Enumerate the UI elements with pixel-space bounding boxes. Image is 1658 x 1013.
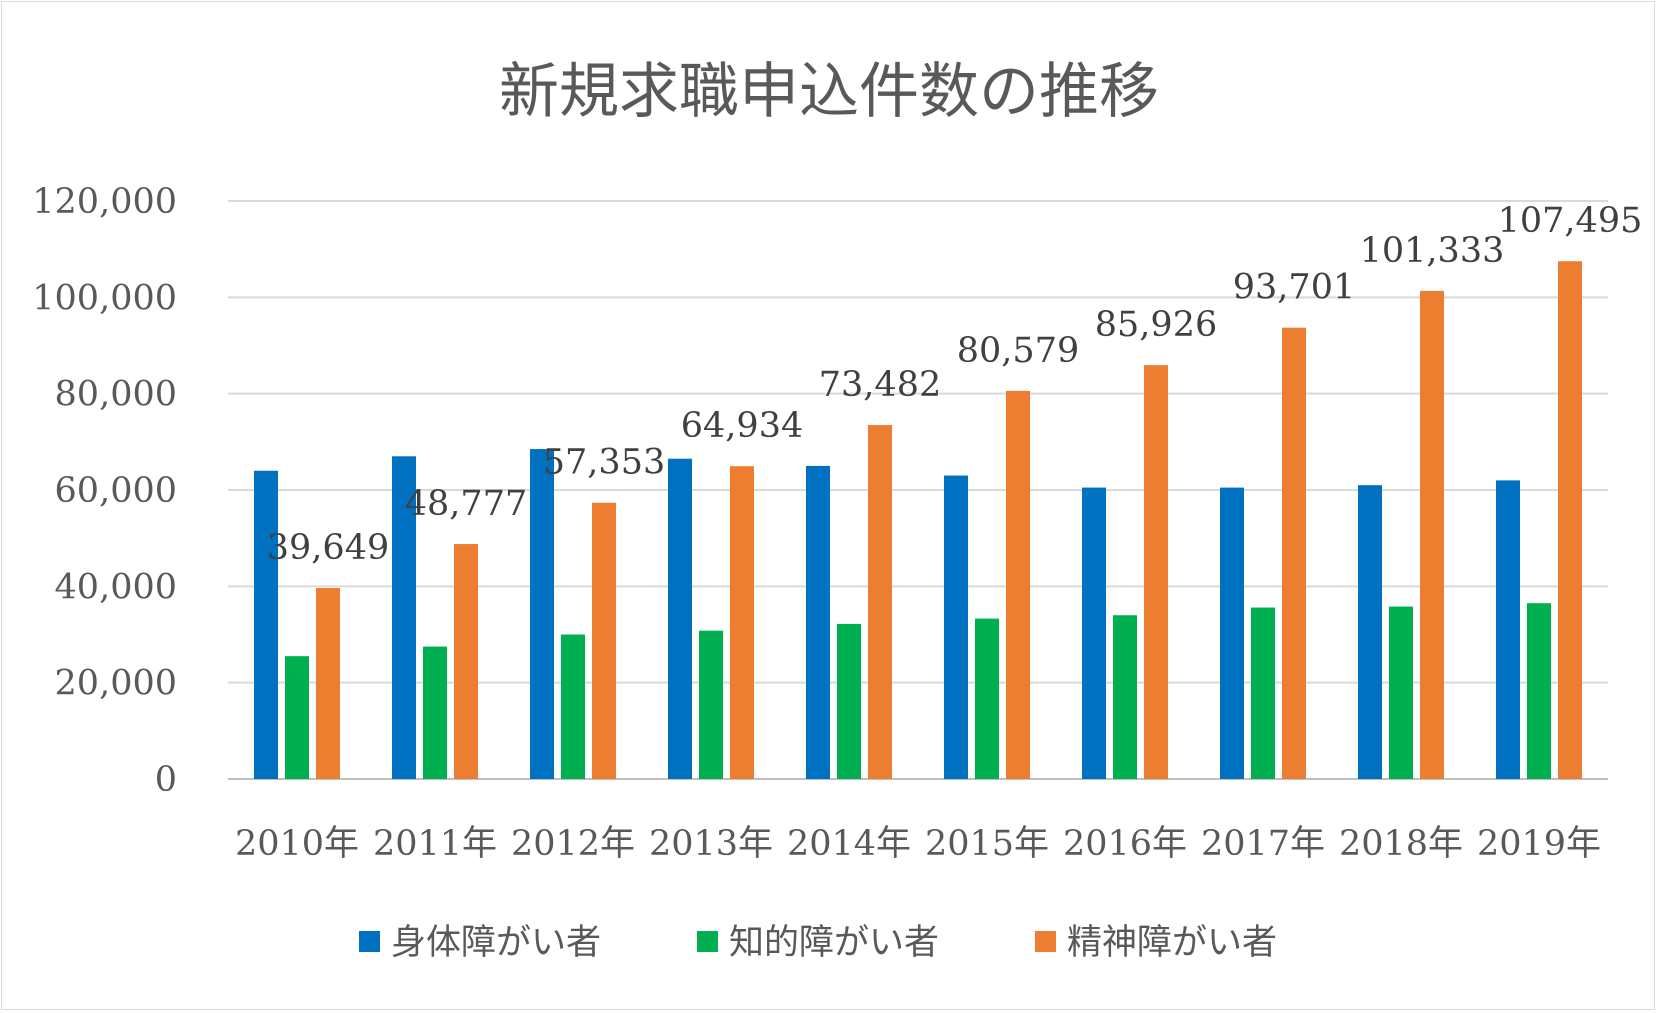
y-axis: 0 20,000 40,000 60,000 80,000 100,000 120,000 (32, 182, 177, 800)
data-label: 39,649 (267, 528, 389, 568)
data-label: 64,934 (681, 406, 803, 446)
bar-3 (316, 588, 340, 779)
y-tick-label: 100,000 (32, 278, 177, 318)
x-tick-label: 2019年 (1477, 824, 1601, 864)
x-tick-label: 2017年 (1201, 824, 1325, 864)
legend-label: 精神障がい者 (1067, 923, 1277, 963)
bars (254, 261, 1582, 779)
chart-title: 新規求職申込件数の推移 (499, 57, 1159, 127)
data-label: 48,777 (405, 484, 527, 524)
data-label: 85,926 (1095, 305, 1217, 345)
x-tick-label: 2014年 (787, 824, 911, 864)
bar-2 (699, 630, 723, 779)
data-labels: 39,649 48,777 57,353 64,934 73,482 80,579 85,9… (267, 201, 1643, 568)
bar-1 (806, 465, 830, 779)
bar-2 (285, 656, 309, 779)
bar-2 (1527, 603, 1551, 779)
legend-item: 知的障がい者 (697, 923, 939, 963)
bar-2 (561, 634, 585, 779)
legend-label: 知的障がい者 (729, 923, 939, 963)
y-tick-label: 0 (155, 760, 177, 800)
legend-item: 身体障がい者 (359, 923, 601, 963)
bar-3 (1558, 261, 1582, 779)
y-tick-label: 120,000 (32, 182, 177, 222)
bar-3 (1144, 365, 1168, 779)
x-tick-label: 2011年 (373, 824, 497, 864)
x-tick-label: 2016年 (1063, 824, 1187, 864)
bar-3 (454, 544, 478, 779)
y-tick-label: 40,000 (55, 567, 177, 607)
legend: 身体障がい者 知的障がい者 精神障がい者 (359, 923, 1277, 963)
bar-3 (730, 466, 754, 779)
x-tick-label: 2013年 (649, 824, 773, 864)
x-tick-label: 2012年 (511, 824, 635, 864)
data-label: 57,353 (543, 443, 665, 483)
x-tick-label: 2018年 (1339, 824, 1463, 864)
legend-swatch (1035, 931, 1056, 952)
data-label: 80,579 (957, 331, 1079, 371)
x-axis: 2010年 2011年 2012年 2013年 2014年 2015年 2016年 2017年… (235, 824, 1601, 864)
bar-2 (1251, 607, 1275, 779)
data-label: 73,482 (819, 365, 941, 405)
bar-2 (423, 646, 447, 779)
bar-2 (837, 623, 861, 779)
bar-3 (592, 502, 616, 779)
bar-1 (1220, 487, 1244, 779)
y-tick-label: 20,000 (55, 664, 177, 704)
bar-3 (1282, 327, 1306, 779)
bar-2 (1113, 615, 1137, 779)
bar-2 (975, 618, 999, 779)
x-tick-label: 2015年 (925, 824, 1049, 864)
data-label: 107,495 (1498, 201, 1643, 241)
bar-1 (392, 456, 416, 779)
x-tick-label: 2010年 (235, 824, 359, 864)
bar-1 (668, 458, 692, 779)
legend-swatch (359, 931, 380, 952)
bar-1 (1496, 480, 1520, 779)
data-label: 93,701 (1233, 268, 1355, 308)
data-label: 101,333 (1360, 231, 1505, 271)
legend-label: 身体障がい者 (391, 923, 601, 963)
bar-1 (530, 449, 554, 779)
bar-3 (868, 425, 892, 779)
bar-1 (1358, 485, 1382, 779)
bar-1 (944, 475, 968, 779)
legend-item: 精神障がい者 (1035, 923, 1277, 963)
bar-1 (1082, 487, 1106, 779)
y-tick-label: 80,000 (55, 375, 177, 415)
legend-swatch (697, 931, 718, 952)
bar-1 (254, 470, 278, 779)
bar-2 (1389, 606, 1413, 779)
bar-3 (1006, 390, 1030, 779)
y-tick-label: 60,000 (55, 471, 177, 511)
bar-3 (1420, 290, 1444, 779)
